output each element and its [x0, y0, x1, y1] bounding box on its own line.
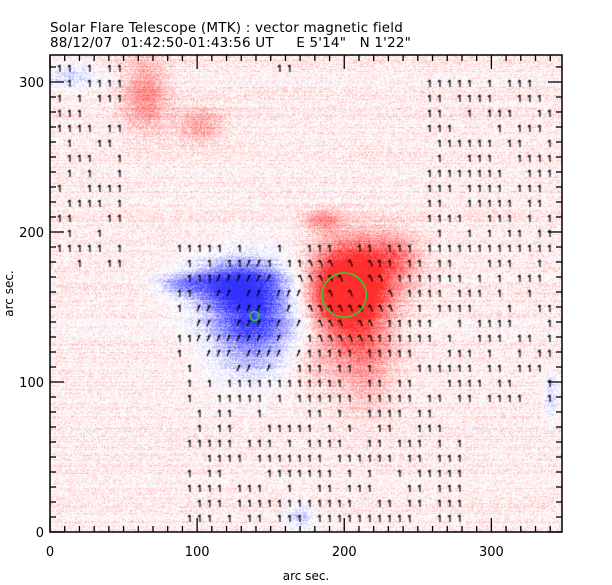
large-contour	[321, 272, 368, 318]
chart-subtitle: 88/12/07 01:42:50-01:43:56 UT E 5'14" N …	[50, 35, 412, 51]
chart-title: Solar Flare Telescope (MTK) : vector mag…	[50, 20, 403, 36]
tick-label-layer: 0 100 200 300 0 100 200 300	[19, 76, 504, 560]
y-tick-label: 0	[36, 526, 44, 541]
contour-layer	[249, 272, 368, 322]
y-tick-label: 200	[19, 226, 44, 241]
magnetogram-image	[50, 55, 562, 532]
x-axis-label: arc sec.	[283, 569, 329, 583]
small-contour	[249, 310, 260, 322]
x-tick-label: 200	[332, 545, 357, 560]
y-axis-label: arc sec.	[2, 270, 16, 316]
plot-frame	[49, 54, 563, 533]
x-tick-label: 300	[479, 545, 504, 560]
tick-layer	[49, 55, 562, 533]
x-tick-label: 0	[46, 545, 54, 560]
y-tick-label: 100	[19, 376, 44, 391]
y-tick-label: 300	[19, 76, 44, 91]
x-tick-label: 100	[185, 545, 210, 560]
